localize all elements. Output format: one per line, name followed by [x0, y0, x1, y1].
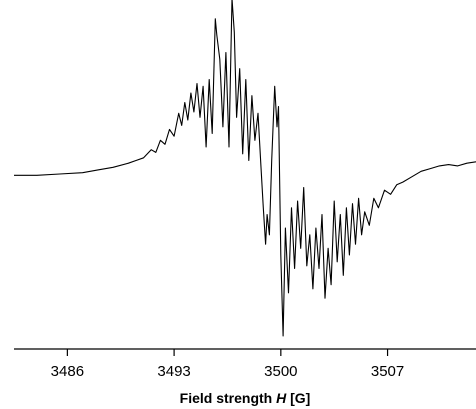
- x-axis-tick-labels: 3486 3493 3500 3507: [51, 363, 405, 380]
- spectrum-series-line: [14, 0, 476, 337]
- x-tick-label-3493: 3493: [157, 363, 190, 380]
- x-axis-title-variable: H: [276, 390, 287, 406]
- x-tick-label-3486: 3486: [51, 363, 84, 380]
- x-axis-title-prefix: Field strength: [180, 390, 276, 406]
- x-axis-title-suffix: [G]: [286, 390, 310, 406]
- x-tick-label-3507: 3507: [371, 363, 404, 380]
- x-axis-ticks: [66, 349, 389, 356]
- x-tick-label-3500: 3500: [264, 363, 297, 380]
- x-axis-title: Field strength H [G]: [180, 390, 311, 406]
